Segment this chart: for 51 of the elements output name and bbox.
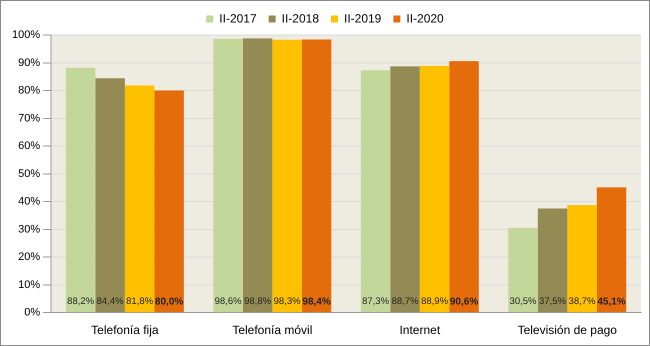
legend-label: II-2019 xyxy=(344,11,382,26)
y-tick-label: 50% xyxy=(18,168,40,180)
data-label: 88,2% xyxy=(67,296,95,308)
y-tick-label: 80% xyxy=(18,84,40,97)
x-tick-label: Telefonía fija xyxy=(91,323,159,338)
bar xyxy=(596,187,626,312)
data-label: 87,3% xyxy=(362,296,390,308)
bar xyxy=(567,205,597,312)
data-label: 98,8% xyxy=(244,296,272,308)
x-tick-label: Telefonía móvil xyxy=(232,323,312,338)
y-tick-label: 40% xyxy=(18,196,40,208)
y-tick-label: 100% xyxy=(12,29,40,42)
legend-label: II-2018 xyxy=(282,11,320,26)
legend-label: II-2017 xyxy=(219,11,257,26)
data-label: 98,3% xyxy=(274,296,302,308)
data-label: 45,1% xyxy=(597,296,626,308)
y-tick-label: 0% xyxy=(24,306,40,319)
legend-label: II-2020 xyxy=(406,11,444,26)
y-tick-label: 30% xyxy=(18,223,40,236)
bar xyxy=(124,86,154,312)
y-tick-label: 60% xyxy=(18,140,40,152)
bar xyxy=(66,68,96,312)
data-label: 88,9% xyxy=(421,296,449,308)
x-tick-label: Internet xyxy=(399,323,441,338)
y-tick-label: 10% xyxy=(18,278,40,291)
x-tick-label: Televisión de pago xyxy=(518,323,618,338)
bar xyxy=(154,90,184,312)
bar xyxy=(538,208,568,312)
y-tick-label: 70% xyxy=(18,112,40,124)
bar xyxy=(95,78,125,312)
data-label: 90,6% xyxy=(450,296,478,308)
bar xyxy=(420,66,450,312)
bar xyxy=(360,70,390,312)
data-label: 80,0% xyxy=(154,296,184,308)
bar xyxy=(272,40,302,312)
data-label: 30,5% xyxy=(510,296,538,308)
bar xyxy=(508,228,538,312)
data-label: 98,6% xyxy=(214,296,242,308)
data-label: 37,5% xyxy=(539,296,567,308)
y-tick-label: 20% xyxy=(18,251,40,264)
bar xyxy=(242,38,272,312)
data-label: 38,7% xyxy=(568,296,596,308)
y-tick-label: 90% xyxy=(18,56,40,69)
data-label: 88,7% xyxy=(392,296,420,308)
bar xyxy=(390,66,420,312)
bar xyxy=(213,38,243,312)
bar xyxy=(302,39,332,312)
data-label: 98,4% xyxy=(302,296,331,308)
bar xyxy=(449,61,479,312)
data-label: 81,8% xyxy=(126,296,154,308)
data-label: 84,4% xyxy=(96,296,124,308)
